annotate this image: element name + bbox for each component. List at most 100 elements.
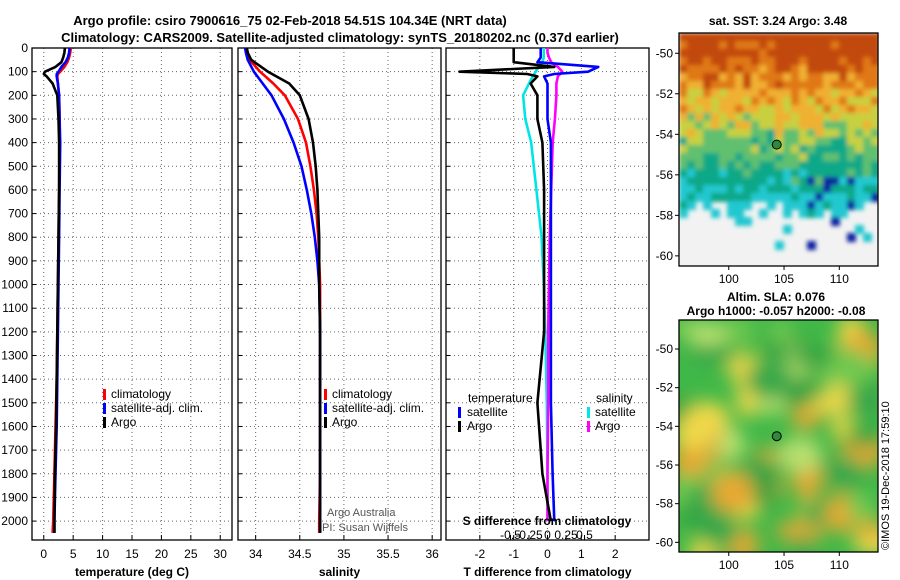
- sst-cell: [767, 65, 776, 74]
- sst-cell: [847, 89, 856, 98]
- sst-cell: [743, 97, 752, 106]
- sst-cell: [751, 193, 760, 202]
- secondary-tick-label: 0: [544, 528, 551, 542]
- sst-cell: [863, 57, 872, 66]
- sst-cell: [687, 169, 696, 178]
- sst-cell: [831, 153, 840, 162]
- sst-cell: [759, 49, 768, 58]
- sst-cell: [831, 97, 840, 106]
- map-y-tick-label: -50: [656, 46, 674, 60]
- sst-cell: [735, 33, 744, 42]
- legend-swatch: [324, 403, 327, 414]
- sst-cell: [847, 137, 856, 146]
- sst-cell: [791, 137, 800, 146]
- sst-cell: [855, 153, 864, 162]
- sst-cell: [799, 201, 808, 210]
- sst-cell: [815, 113, 824, 122]
- sst-cell: [791, 33, 800, 42]
- sst-cell: [711, 73, 720, 82]
- sst-cell: [823, 41, 832, 50]
- sst-cell: [823, 177, 832, 186]
- legend-swatch: [458, 421, 461, 432]
- sst-cell: [719, 113, 728, 122]
- sst-cell: [759, 57, 768, 66]
- sst-cell: [719, 81, 728, 90]
- sst-cell: [871, 193, 878, 202]
- sst-cell: [743, 57, 752, 66]
- sst-cell: [767, 137, 776, 146]
- sst-cell: [791, 81, 800, 90]
- sst-cell: [815, 49, 824, 58]
- sst-cell: [759, 193, 768, 202]
- sst-cell: [719, 65, 728, 74]
- sst-cell: [791, 129, 800, 138]
- sst-cell: [823, 137, 832, 146]
- sst-cell: [831, 137, 840, 146]
- sst-cell: [799, 153, 808, 162]
- sst-cell: [743, 169, 752, 178]
- sst-cell: [743, 113, 752, 122]
- sst-cell: [727, 185, 736, 194]
- sst-cell: [799, 73, 808, 82]
- sst-cell: [743, 153, 752, 162]
- sst-cell: [799, 57, 808, 66]
- sst-cell: [807, 145, 816, 154]
- sst-cell: [695, 121, 704, 130]
- sla-blob: [801, 499, 826, 527]
- sst-cell: [855, 105, 864, 114]
- depth-tick-label: 1300: [1, 349, 28, 363]
- depth-tick-label: 300: [8, 112, 28, 126]
- sst-cell: [783, 49, 792, 58]
- sst-cell: [855, 177, 864, 186]
- sst-cell: [735, 217, 744, 226]
- series-group: [243, 48, 322, 533]
- sst-cell: [847, 185, 856, 194]
- sst-cell: [759, 177, 768, 186]
- sst-cell: [727, 121, 736, 130]
- sst-cell: [871, 145, 878, 154]
- sst-cell: [727, 129, 736, 138]
- sst-cell: [871, 57, 878, 66]
- sst-cell: [791, 73, 800, 82]
- sst-cell: [767, 41, 776, 50]
- sst-cell: [679, 121, 688, 130]
- sst-cell: [695, 161, 704, 170]
- depth-tick-label: 200: [8, 88, 28, 102]
- depth-tick-label: 800: [8, 230, 28, 244]
- x-tick-label: 0: [544, 547, 551, 561]
- sla-blob: [750, 467, 778, 510]
- sst-cell: [727, 113, 736, 122]
- sst-cell: [791, 169, 800, 178]
- sst-cell: [703, 57, 712, 66]
- sst-cell: [735, 97, 744, 106]
- sst-cell: [815, 161, 824, 170]
- sst-cell: [855, 113, 864, 122]
- sst-cell: [695, 81, 704, 90]
- sst-cell: [703, 169, 712, 178]
- sst-cell: [751, 105, 760, 114]
- sst-cell: [727, 177, 736, 186]
- sst-cell: [775, 105, 784, 114]
- sst-cell: [695, 105, 704, 114]
- sst-cell: [839, 105, 848, 114]
- sst-cell: [735, 57, 744, 66]
- depth-tick-label: 600: [8, 183, 28, 197]
- sst-cell: [831, 161, 840, 170]
- sst-cell: [711, 137, 720, 146]
- sst-cell: [823, 129, 832, 138]
- sst-cell: [831, 41, 840, 50]
- sst-cell: [735, 65, 744, 74]
- legend-label: satellite: [467, 405, 508, 419]
- sst-cell: [727, 33, 736, 42]
- figure-title-line1: Argo profile: csiro 7900616_75 02-Feb-20…: [73, 13, 507, 28]
- sst-cell: [783, 89, 792, 98]
- legend-label: satellite: [595, 405, 636, 419]
- sst-cell: [831, 129, 840, 138]
- sst-cell: [839, 57, 848, 66]
- sst-cell: [719, 41, 728, 50]
- sst-cell: [855, 201, 864, 210]
- sst-cell: [823, 49, 832, 58]
- sst-cell: [855, 161, 864, 170]
- figure-title-line2: Climatology: CARS2009. Satellite-adjuste…: [61, 30, 619, 45]
- sst-cell: [831, 145, 840, 154]
